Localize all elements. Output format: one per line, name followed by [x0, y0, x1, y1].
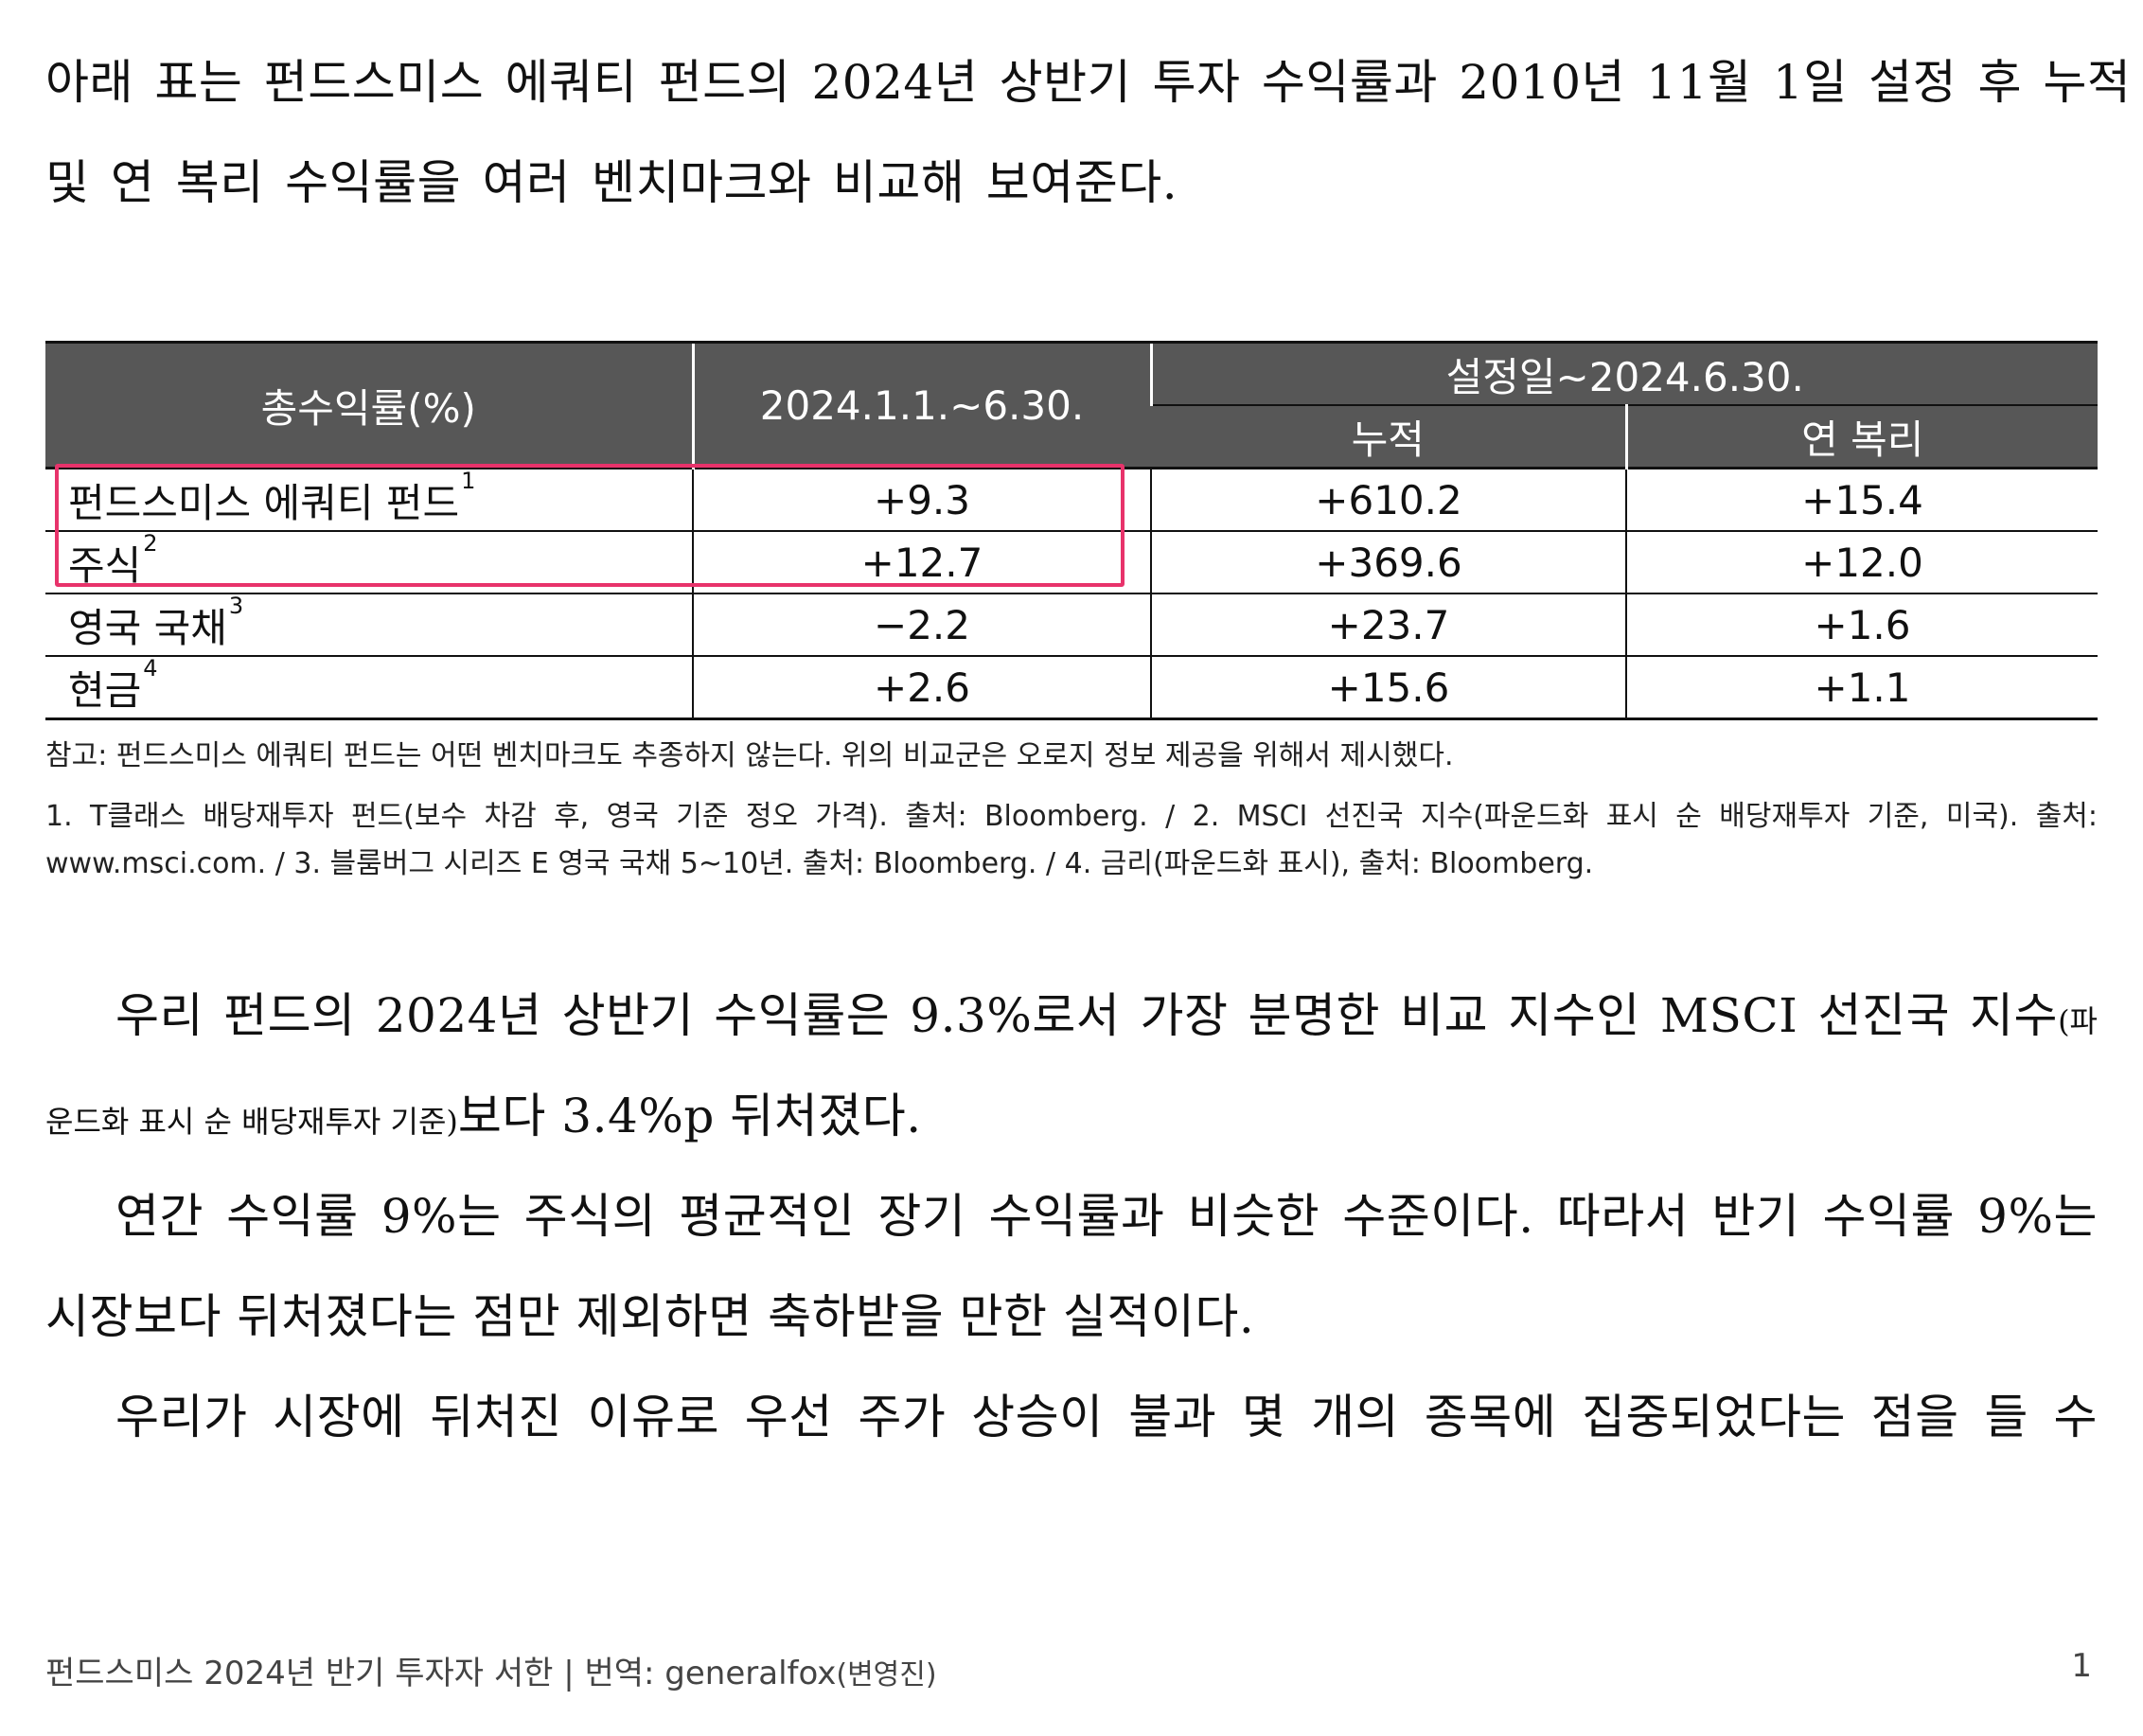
cell-cumulative: +23.7 — [1150, 593, 1626, 656]
cell-h1: +9.3 — [692, 467, 1151, 531]
page-number: 1 — [2071, 1647, 2092, 1685]
row-label: 펀드스미스 에쿼티 펀드1 — [45, 467, 693, 531]
p2-line-1: 연간 수익률 9%는 주식의 평균적인 장기 수익률과 비슷한 수준이다. 따라… — [115, 1189, 2098, 1244]
footer-title: 펀드스미스 2024년 반기 투자자 서한 | 번역: generalfox(변… — [45, 1655, 937, 1692]
row-label: 주식2 — [45, 529, 693, 593]
cell-h1: +2.6 — [692, 655, 1151, 720]
cell-annualised: +1.6 — [1625, 593, 2098, 656]
page-footer: 펀드스미스 2024년 반기 투자자 서한 | 번역: generalfox(변… — [45, 1647, 2098, 1694]
cell-annualised: +12.0 — [1625, 530, 2098, 593]
header-since-inception: 설정일~2024.6.30. — [1149, 341, 2098, 405]
cell-annualised: +1.1 — [1625, 655, 2098, 720]
table-row: 영국 국채3 −2.2 +23.7 +1.6 — [45, 593, 2098, 656]
row-label: 영국 국채3 — [45, 593, 693, 656]
cell-h1: +12.7 — [692, 530, 1151, 593]
table-row: 펀드스미스 에쿼티 펀드1 +9.3 +610.2 +15.4 — [45, 467, 2098, 531]
footnote-marker: 4 — [143, 654, 158, 682]
cell-cumulative: +15.6 — [1150, 655, 1626, 720]
footnote-marker: 2 — [143, 529, 158, 557]
body-paragraphs: 우리 펀드의 2024년 상반기 수익률은 9.3%로서 가장 분명한 비교 지… — [45, 965, 2098, 1467]
intro-line-2: 및 연 복리 수익률을 여러 벤치마크와 비교해 보여준다. — [45, 155, 1178, 210]
p1-line-1: 우리 펀드의 2024년 상반기 수익률은 9.3%로서 가장 분명한 비교 지… — [115, 988, 2098, 1043]
p1-line-2: 운드화 표시 순 배당재투자 기준)보다 3.4%p 뒤처졌다. — [45, 1089, 922, 1143]
p2-line-2: 시장보다 뒤처졌다는 점만 제외하면 축하받을 만한 실적이다. — [45, 1289, 1255, 1344]
p3-line-1: 우리가 시장에 뒤처진 이유로 우선 주가 상승이 불과 몇 개의 종목에 집중… — [115, 1390, 2098, 1444]
cell-cumulative: +610.2 — [1150, 467, 1626, 531]
cell-h1: −2.2 — [692, 593, 1151, 656]
table-row: 주식2 +12.7 +369.6 +12.0 — [45, 529, 2098, 593]
header-total-return: 총수익률(%) — [45, 341, 693, 469]
table-notes: 참고: 펀드스미스 에쿼티 펀드는 어떤 벤치마크도 추종하지 않는다. 위의 … — [45, 733, 2098, 888]
note-sources: 1. T클래스 배당재투자 펀드(보수 차감 후, 영국 기준 정오 가격). … — [45, 800, 2098, 880]
cell-annualised: +15.4 — [1625, 467, 2098, 531]
footnote-marker: 1 — [461, 467, 476, 494]
intro-paragraph: 아래 표는 펀드스미스 에쿼티 펀드의 2024년 상반기 투자 수익률과 20… — [45, 32, 2132, 233]
document-page: 아래 표는 펀드스미스 에쿼티 펀드의 2024년 상반기 투자 수익률과 20… — [45, 0, 2132, 1736]
returns-table: 총수익률(%) 2024.1.1.~6.30. 설정일~2024.6.30. 누… — [45, 341, 2098, 720]
cell-cumulative: +369.6 — [1150, 530, 1626, 593]
header-cumulative: 누적 — [1151, 404, 1626, 469]
table-row: 현금4 +2.6 +15.6 +1.1 — [45, 654, 2098, 720]
row-label: 현금4 — [45, 654, 693, 720]
header-annualised: 연 복리 — [1624, 404, 2098, 469]
intro-line-1: 아래 표는 펀드스미스 에쿼티 펀드의 2024년 상반기 투자 수익률과 20… — [45, 55, 2132, 110]
header-h1-2024: 2024.1.1.~6.30. — [691, 341, 1151, 469]
note-disclaimer: 참고: 펀드스미스 에쿼티 펀드는 어떤 벤치마크도 추종하지 않는다. 위의 … — [45, 739, 1454, 772]
footnote-marker: 3 — [228, 592, 244, 619]
